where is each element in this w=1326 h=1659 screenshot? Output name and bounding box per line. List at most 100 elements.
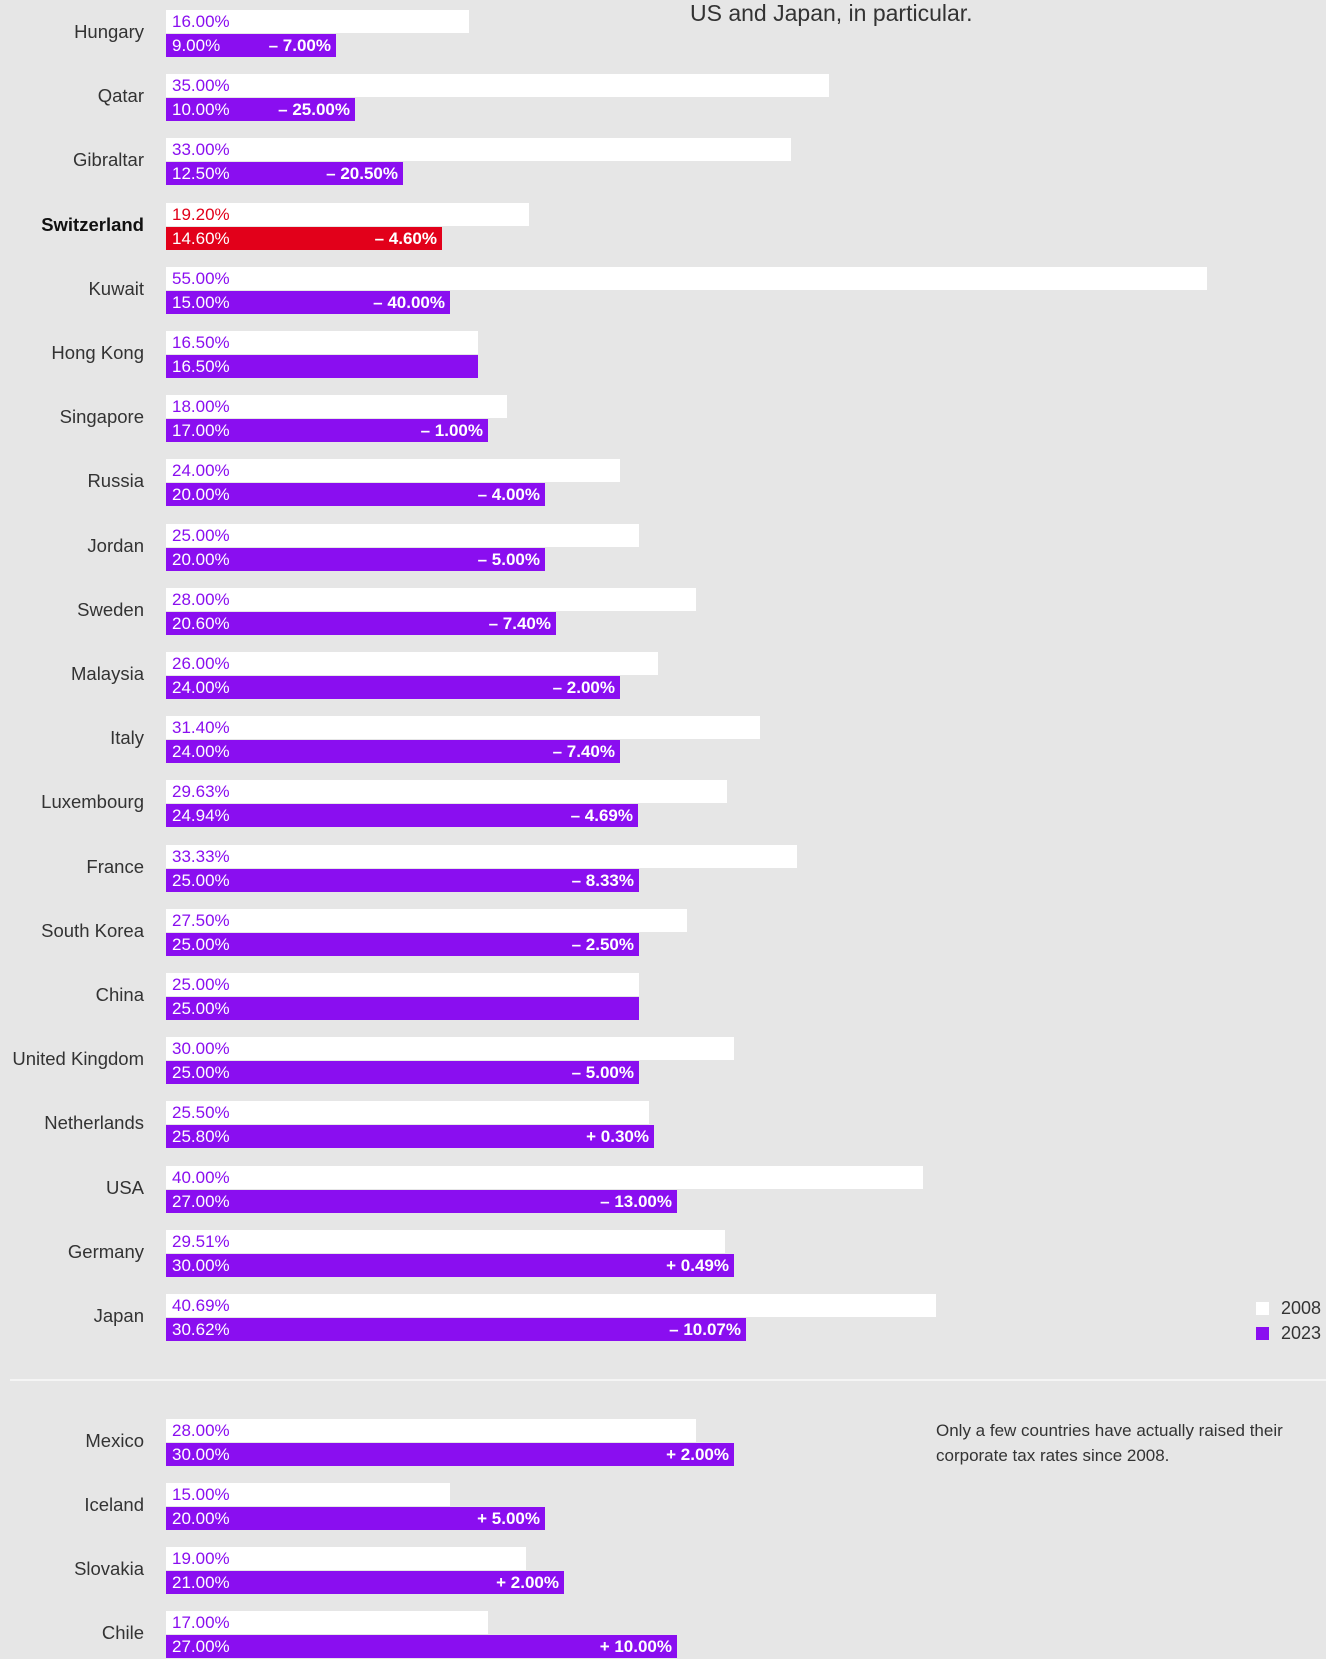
change-label: + 2.00% — [666, 1445, 729, 1464]
country-label-germany: Germany — [67, 1241, 144, 1262]
value-label-2008: 17.00% — [172, 1613, 230, 1632]
change-label: – 7.00% — [268, 36, 331, 55]
value-label-2023: 27.00% — [172, 1192, 230, 1211]
value-label-2023: 15.00% — [172, 293, 230, 312]
value-label-2023: 25.80% — [172, 1127, 230, 1146]
value-label-2023: 10.00% — [172, 100, 230, 119]
bar-2008-sweden: 28.00% — [166, 588, 696, 611]
country-label-qatar: Qatar — [97, 85, 144, 106]
bar-2023-sweden: 20.60% – 7.40% — [166, 612, 556, 635]
change-label: + 0.49% — [666, 1256, 729, 1275]
country-label-russia: Russia — [87, 470, 144, 491]
bar-2008-hong-kong: 16.50% — [166, 331, 478, 354]
value-label-2023: 20.60% — [172, 614, 230, 633]
change-label: – 4.69% — [570, 806, 633, 825]
bar-2008-iceland: 15.00% — [166, 1483, 450, 1506]
value-label-2008: 35.00% — [172, 76, 230, 95]
change-label: – 5.00% — [477, 550, 540, 569]
bar-2023-south-korea: 25.00% – 2.50% — [166, 933, 639, 956]
value-label-2008: 28.00% — [172, 590, 230, 609]
bar-2023-jordan: 20.00% – 5.00% — [166, 548, 545, 571]
value-label-2023: 25.00% — [172, 999, 230, 1018]
change-label: + 2.00% — [496, 1573, 559, 1592]
value-label-2008: 40.00% — [172, 1168, 230, 1187]
bar-2008-chile: 17.00% — [166, 1611, 488, 1634]
bar-2008-switzerland: 19.20% — [166, 203, 529, 226]
value-label-2008: 19.20% — [172, 205, 230, 224]
bar-2023-hong-kong: 16.50% — [166, 355, 478, 378]
bar-2023-germany: 30.00% + 0.49% — [166, 1254, 734, 1277]
bar-2023-malaysia: 24.00% – 2.00% — [166, 676, 620, 699]
country-label-china: China — [95, 984, 144, 1005]
change-label: – 4.00% — [477, 485, 540, 504]
country-label-singapore: Singapore — [59, 406, 144, 427]
value-label-2008: 33.00% — [172, 140, 230, 159]
bar-2008-japan: 40.69% — [166, 1294, 936, 1317]
value-label-2008: 40.69% — [172, 1296, 230, 1315]
change-label: + 10.00% — [599, 1637, 672, 1656]
change-label: + 0.30% — [586, 1127, 649, 1146]
country-label-slovakia: Slovakia — [74, 1558, 144, 1579]
value-label-2023: 25.00% — [172, 935, 230, 954]
bar-2008-usa: 40.00% — [166, 1166, 923, 1189]
bar-2023-japan: 30.62% – 10.07% — [166, 1318, 746, 1341]
value-label-2008: 24.00% — [172, 461, 230, 480]
value-label-2023: 16.50% — [172, 357, 230, 376]
bar-2008-netherlands: 25.50% — [166, 1101, 649, 1124]
bar-2008-singapore: 18.00% — [166, 395, 507, 418]
value-label-2023: 27.00% — [172, 1637, 230, 1656]
bar-2023-china: 25.00% — [166, 997, 639, 1020]
value-label-2008: 29.63% — [172, 782, 230, 801]
value-label-2008: 25.00% — [172, 975, 230, 994]
change-label: – 13.00% — [600, 1192, 672, 1211]
bar-2023-hungary: 9.00% – 7.00% — [166, 34, 336, 57]
bar-2023-kuwait: 15.00% – 40.00% — [166, 291, 450, 314]
bar-2023-france: 25.00% – 8.33% — [166, 869, 639, 892]
bar-2008-italy: 31.40% — [166, 716, 760, 739]
country-label-usa: USA — [105, 1177, 144, 1198]
bar-2023-italy: 24.00% – 7.40% — [166, 740, 620, 763]
bar-2008-slovakia: 19.00% — [166, 1547, 526, 1570]
country-label-hong-kong: Hong Kong — [51, 342, 144, 363]
legend-swatch-2008 — [1256, 1302, 1269, 1315]
bar-2008-south-korea: 27.50% — [166, 909, 687, 932]
value-label-2008: 29.51% — [172, 1232, 230, 1251]
value-label-2023: 30.00% — [172, 1445, 230, 1464]
value-label-2023: 24.00% — [172, 742, 230, 761]
value-label-2023: 30.62% — [172, 1320, 230, 1339]
legend-label-2023: 2023 — [1281, 1323, 1322, 1343]
change-label: – 7.40% — [488, 614, 551, 633]
bar-2008-united-kingdom: 30.00% — [166, 1037, 734, 1060]
change-label: + 5.00% — [477, 1509, 540, 1528]
country-label-hungary: Hungary — [74, 21, 144, 42]
country-label-netherlands: Netherlands — [44, 1112, 144, 1133]
bar-2023-switzerland: 14.60% – 4.60% — [166, 227, 442, 250]
bar-2008-hungary: 16.00% — [166, 10, 469, 33]
legend: 2008 2023 — [1256, 1296, 1321, 1346]
section-divider — [10, 1379, 1326, 1381]
change-label: – 5.00% — [571, 1063, 634, 1082]
value-label-2008: 15.00% — [172, 1485, 230, 1504]
bar-2008-germany: 29.51% — [166, 1230, 725, 1253]
bar-2023-chile: 27.00% + 10.00% — [166, 1635, 677, 1658]
country-label-italy: Italy — [110, 727, 144, 748]
legend-swatch-2023 — [1256, 1327, 1269, 1340]
change-label: – 40.00% — [373, 293, 445, 312]
value-label-2023: 20.00% — [172, 485, 230, 504]
bar-2008-china: 25.00% — [166, 973, 639, 996]
value-label-2023: 17.00% — [172, 421, 230, 440]
value-label-2008: 26.00% — [172, 654, 230, 673]
bar-2008-russia: 24.00% — [166, 459, 620, 482]
value-label-2008: 19.00% — [172, 1549, 230, 1568]
legend-item-2008: 2008 — [1256, 1296, 1321, 1321]
country-label-luxembourg: Luxembourg — [41, 791, 144, 812]
value-label-2023: 14.60% — [172, 229, 230, 248]
bar-2023-usa: 27.00% – 13.00% — [166, 1190, 677, 1213]
intro-text: US and Japan, in particular. — [690, 0, 973, 26]
bar-2008-jordan: 25.00% — [166, 524, 639, 547]
country-label-malaysia: Malaysia — [71, 663, 144, 684]
value-label-2023: 9.00% — [172, 36, 221, 55]
note-text: Only a few countries have actually raise… — [936, 1421, 1283, 1465]
bar-2008-gibraltar: 33.00% — [166, 138, 791, 161]
